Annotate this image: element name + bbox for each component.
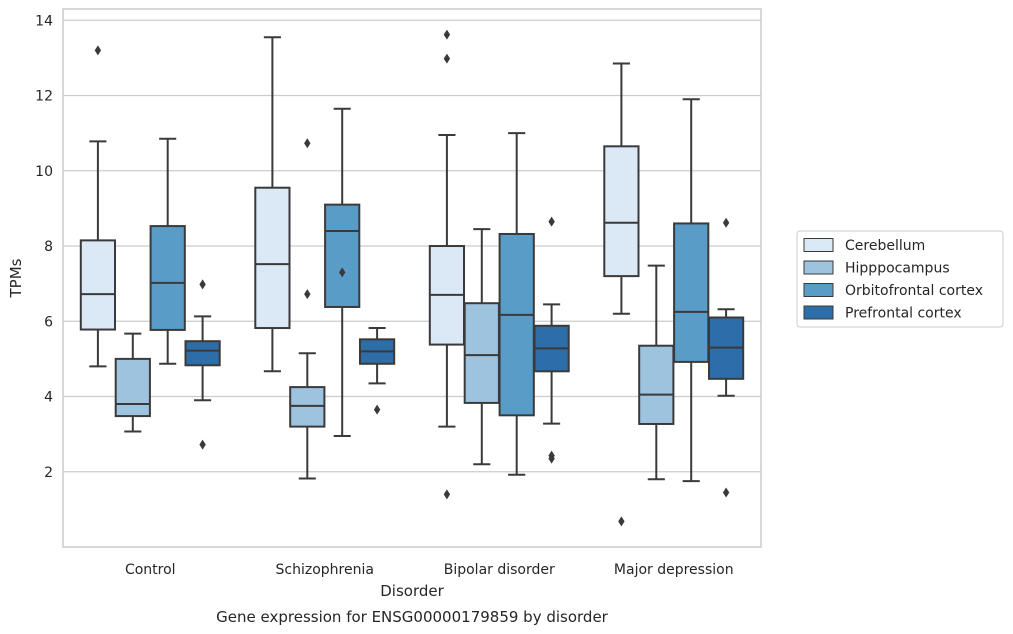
outlier-point [373,404,381,415]
box-iqr [638,344,675,425]
outlier-point [304,289,311,300]
outlier-point [304,138,311,149]
boxes [79,29,745,527]
legend-swatch [803,305,834,320]
box [533,216,570,464]
legend-label: Hipppocampus [845,261,950,277]
box [603,62,640,527]
y-axis-ticks: 2 4 6 8 10 12 14 [35,13,53,480]
y-tick-label: 4 [44,390,53,406]
box [358,327,396,415]
box-iqr [184,340,221,367]
outlier-point [199,279,206,290]
x-tick-label: Control [125,562,176,578]
outlier-point [339,267,346,278]
legend-label: Orbitofrontal cortex [845,283,983,299]
x-axis-title: Disorder [380,582,444,600]
outlier-point [443,489,451,500]
box-iqr [498,232,535,417]
y-axis-title: TPMs [7,258,25,298]
x-axis-ticks: Control Schizophrenia Bipolar disorder Majo… [125,562,734,578]
box-iqr [79,239,117,331]
box [184,279,221,450]
outlier-point [548,453,555,464]
legend-label: Cerebellum [845,238,925,254]
box [114,332,151,433]
y-tick-label: 14 [35,13,53,29]
x-tick-label: Major depression [614,562,734,578]
box-iqr [324,203,361,308]
box [463,228,500,466]
outlier-point [94,45,102,56]
legend-swatch [803,283,834,297]
outlier-point [618,516,625,527]
box [707,217,745,498]
outlier-point [443,29,451,40]
box [289,138,326,480]
outlier-point [548,216,555,227]
box [324,107,361,438]
y-tick-label: 6 [44,314,53,330]
legend-swatch [803,238,834,252]
legend-label: Prefrontal cortex [845,306,962,322]
box [673,98,710,483]
outlier-point [443,53,451,64]
box-iqr [603,145,640,278]
y-tick-label: 12 [35,89,53,105]
y-tick-label: 10 [35,164,53,180]
box [498,132,535,476]
box-iqr [463,302,500,404]
plot-area-frame [62,8,762,548]
outlier-point [199,439,206,450]
y-tick-label: 8 [44,239,53,255]
outlier-point [722,487,730,498]
x-tick-label: Bipolar disorder [444,562,555,578]
box [638,264,675,481]
legend: Cerebellum Hipppocampus Orbitofrontal cort… [796,230,1004,328]
box [428,29,466,500]
box [254,36,291,373]
box-iqr [254,186,291,330]
outlier-point [722,217,730,228]
y-tick-label: 2 [44,465,53,481]
box-iqr [673,222,710,363]
box-iqr [149,225,186,331]
box [149,137,186,365]
legend-frame [796,230,1004,328]
box-iqr [114,357,151,418]
box [79,45,117,368]
chart-caption: Gene expression for ENSG00000179859 by d… [216,608,609,626]
legend-swatch [803,260,834,275]
x-tick-label: Schizophrenia [276,562,374,578]
